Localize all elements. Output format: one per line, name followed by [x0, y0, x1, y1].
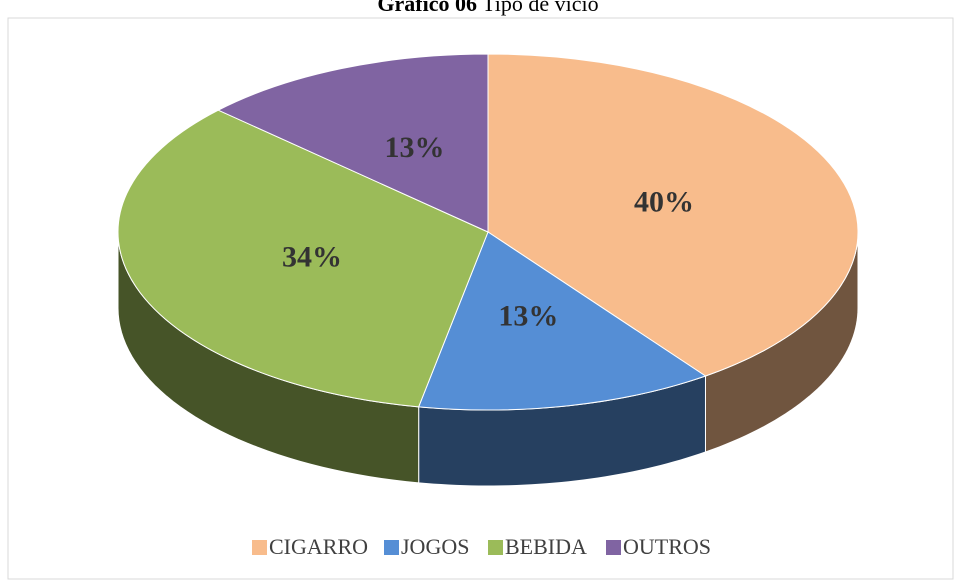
- legend-label: CIGARRO: [269, 534, 368, 559]
- data-label: 34%: [282, 240, 342, 273]
- title-rest: Tipo de vício: [482, 0, 599, 16]
- data-label: 40%: [634, 185, 694, 218]
- title-bold: Gráfico 06: [377, 0, 477, 16]
- legend-swatch: [606, 540, 621, 555]
- slice: [117, 109, 489, 408]
- slice: [417, 231, 707, 411]
- legend-label: JOGOS: [401, 534, 469, 559]
- legend-label: BEBIDA: [505, 534, 587, 559]
- legend-swatch: [252, 540, 267, 555]
- slice: [487, 53, 859, 377]
- legend-label: OUTROS: [623, 534, 711, 559]
- chart-title: Gráfico 06 Tipo de vício: [377, 0, 598, 16]
- data-label: 13%: [498, 300, 558, 333]
- slice: [217, 53, 489, 233]
- data-label: 13%: [385, 131, 445, 164]
- legend-swatch: [384, 540, 399, 555]
- legend-swatch: [488, 540, 503, 555]
